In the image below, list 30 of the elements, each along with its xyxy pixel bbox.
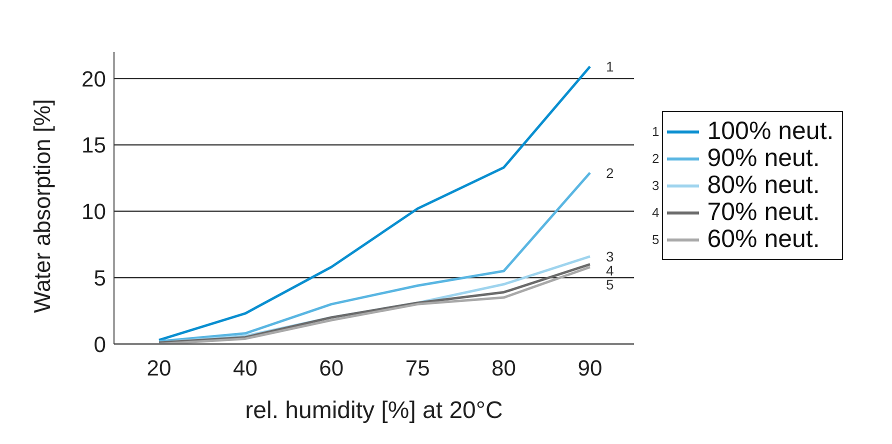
legend-label: 80% neut. xyxy=(707,171,820,200)
x-tick-label: 75 xyxy=(405,356,430,381)
legend-label: 60% neut. xyxy=(707,225,820,254)
annotation: 2 xyxy=(606,164,614,181)
text: 5 xyxy=(652,232,660,247)
legend-label: 90% neut. xyxy=(707,144,820,173)
legend-label: 70% neut. xyxy=(707,198,820,227)
line-series xyxy=(158,172,592,343)
x-tick-label: 80 xyxy=(492,356,516,381)
text: 2 xyxy=(652,151,660,166)
y-tick-label: 5 xyxy=(94,265,106,290)
annotation: 1 xyxy=(606,58,614,75)
y-tick-label: 0 xyxy=(94,332,106,357)
annotation: 4 xyxy=(606,262,614,278)
x-axis-title: rel. humidity [%] at 20°C xyxy=(245,397,503,424)
annotation: 3 xyxy=(606,248,614,264)
y-tick-label: 15 xyxy=(82,132,106,158)
line-series xyxy=(158,65,592,342)
x-tick-label: 60 xyxy=(319,356,344,381)
y-tick-label: 20 xyxy=(82,66,106,92)
text: 4 xyxy=(652,205,660,220)
y-axis-title: Water absorption [%] xyxy=(29,99,56,313)
x-tick-label: 90 xyxy=(578,356,602,381)
x-tick-label: 20 xyxy=(146,356,172,381)
x-tick-label: 40 xyxy=(232,356,258,381)
legend-label: 100% neut. xyxy=(707,117,834,146)
text: 1 xyxy=(652,124,660,139)
annotation: 5 xyxy=(606,276,614,292)
y-tick-label: 10 xyxy=(82,199,106,224)
text: 3 xyxy=(652,178,660,193)
